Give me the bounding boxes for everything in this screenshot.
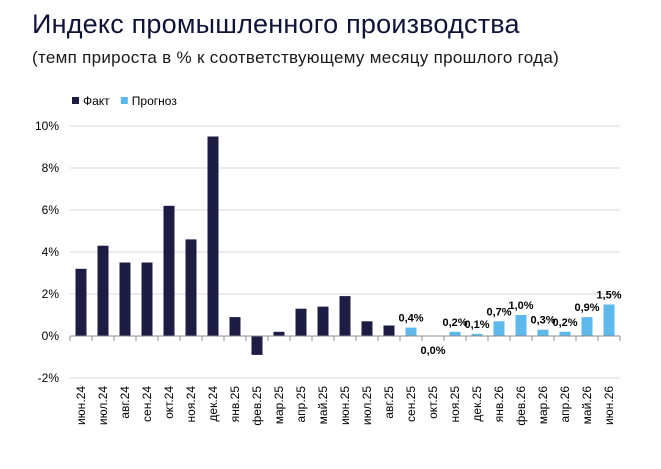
y-tick-label: -2% xyxy=(38,371,60,385)
y-tick-label: 4% xyxy=(42,245,60,259)
x-tick-label: мар.25 xyxy=(272,386,286,425)
bar-forecast-сен.25 xyxy=(405,327,417,336)
data-label-дек.25: 0,1% xyxy=(464,319,489,331)
bar-fact-окт.24 xyxy=(163,205,175,336)
x-tick-label: сен.25 xyxy=(404,386,418,422)
x-tick-label: июн.25 xyxy=(338,386,352,425)
bar-fact-ноя.24 xyxy=(185,239,197,336)
legend-label-0: Факт xyxy=(83,94,110,108)
x-tick-label: авг.24 xyxy=(118,386,132,419)
data-label-окт.25: 0,0% xyxy=(420,345,445,357)
chart-subtitle: (темп прироста в % к соответствующему ме… xyxy=(32,48,560,67)
x-tick-label: апр.25 xyxy=(294,386,308,423)
bar-fact-май.25 xyxy=(317,306,329,336)
data-label-май.26: 0,9% xyxy=(574,302,599,314)
legend-swatch-1 xyxy=(120,97,128,104)
x-axis xyxy=(69,335,621,341)
bar-forecast-дек.25 xyxy=(471,333,483,336)
x-tick-label: окт.25 xyxy=(426,386,440,419)
x-tick-label: ноя.25 xyxy=(448,386,462,423)
bar-fact-мар.25 xyxy=(273,331,285,336)
x-tick-label: фев.26 xyxy=(514,386,528,426)
x-tick-label: май.25 xyxy=(316,386,330,425)
x-tick-label: окт.24 xyxy=(162,386,176,419)
bar-fact-дек.24 xyxy=(207,136,219,336)
bar-fact-фев.25 xyxy=(251,336,263,355)
bar-forecast-мар.26 xyxy=(537,329,549,336)
bar-fact-июл.24 xyxy=(97,245,109,336)
x-tick-labels: июн.24 июл.24 авг.24 сен.24 окт.24 ноя.24 дек.… xyxy=(74,386,616,426)
legend-swatch-0 xyxy=(72,97,79,104)
x-tick-label: май.26 xyxy=(580,386,594,425)
gridlines xyxy=(70,125,620,379)
legend: Факт Прогноз xyxy=(72,94,177,108)
x-tick-label: июн.26 xyxy=(602,386,616,425)
data-label-фев.26: 1,0% xyxy=(508,300,533,312)
bar-forecast-июн.26 xyxy=(603,304,615,336)
y-tick-label: 6% xyxy=(42,203,60,217)
bar-fact-авг.25 xyxy=(383,325,395,336)
y-tick-label: 8% xyxy=(42,161,60,175)
x-tick-label: сен.24 xyxy=(140,386,154,422)
bar-fact-июн.24 xyxy=(75,268,87,336)
data-label-сен.25: 0,4% xyxy=(398,313,423,325)
bar-fact-сен.24 xyxy=(141,262,153,336)
data-label-янв.26: 0,7% xyxy=(486,306,511,318)
bar-forecast-фев.26 xyxy=(515,315,527,336)
data-label-мар.26: 0,3% xyxy=(530,315,555,327)
x-tick-label: июл.24 xyxy=(96,386,110,425)
y-tick-label: 10% xyxy=(35,119,59,133)
x-tick-label: апр.26 xyxy=(558,386,572,423)
bar-fact-авг.24 xyxy=(119,262,131,336)
bar-fact-апр.25 xyxy=(295,308,307,336)
bar-fact-июн.25 xyxy=(339,296,351,336)
x-tick-label: ноя.24 xyxy=(184,386,198,423)
x-tick-label: мар.26 xyxy=(536,386,550,425)
bars xyxy=(75,136,615,355)
legend-label-1: Прогноз xyxy=(132,94,178,108)
chart-title: Индекс промышленного производства xyxy=(32,9,520,39)
data-labels: 0,4%0,0%0,2%0,1%0,7%1,0%0,3%0,2%0,9%1,5% xyxy=(398,290,621,358)
x-tick-label: июн.24 xyxy=(74,386,88,425)
data-label-ноя.25: 0,2% xyxy=(442,317,467,329)
data-label-апр.26: 0,2% xyxy=(552,317,577,329)
bar-forecast-янв.26 xyxy=(493,321,505,336)
x-tick-label: дек.25 xyxy=(470,386,484,422)
y-tick-label: 2% xyxy=(42,287,60,301)
data-label-июн.26: 1,5% xyxy=(596,290,621,302)
x-tick-label: янв.26 xyxy=(492,386,506,423)
x-tick-label: авг.25 xyxy=(382,386,396,419)
bar-forecast-апр.26 xyxy=(559,331,571,336)
bar-forecast-ноя.25 xyxy=(449,331,461,336)
bar-forecast-май.26 xyxy=(581,317,593,336)
bar-fact-июл.25 xyxy=(361,321,373,336)
bar-fact-янв.25 xyxy=(229,317,241,336)
x-tick-label: дек.24 xyxy=(206,386,220,422)
x-tick-label: янв.25 xyxy=(228,386,242,423)
x-tick-label: фев.25 xyxy=(250,386,264,426)
x-tick-label: июл.25 xyxy=(360,386,374,425)
y-axis: -2% 0% 2% 4% 6% 8% 10% xyxy=(35,119,59,385)
y-tick-label: 0% xyxy=(42,329,60,343)
